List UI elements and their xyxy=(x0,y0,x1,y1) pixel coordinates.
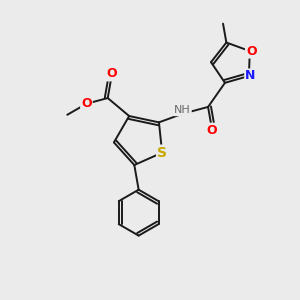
Text: O: O xyxy=(106,68,117,80)
Text: S: S xyxy=(157,146,167,160)
Text: O: O xyxy=(81,97,92,110)
Text: NH: NH xyxy=(174,105,191,115)
Text: O: O xyxy=(246,44,256,58)
Text: O: O xyxy=(206,124,217,137)
Text: N: N xyxy=(245,69,256,82)
